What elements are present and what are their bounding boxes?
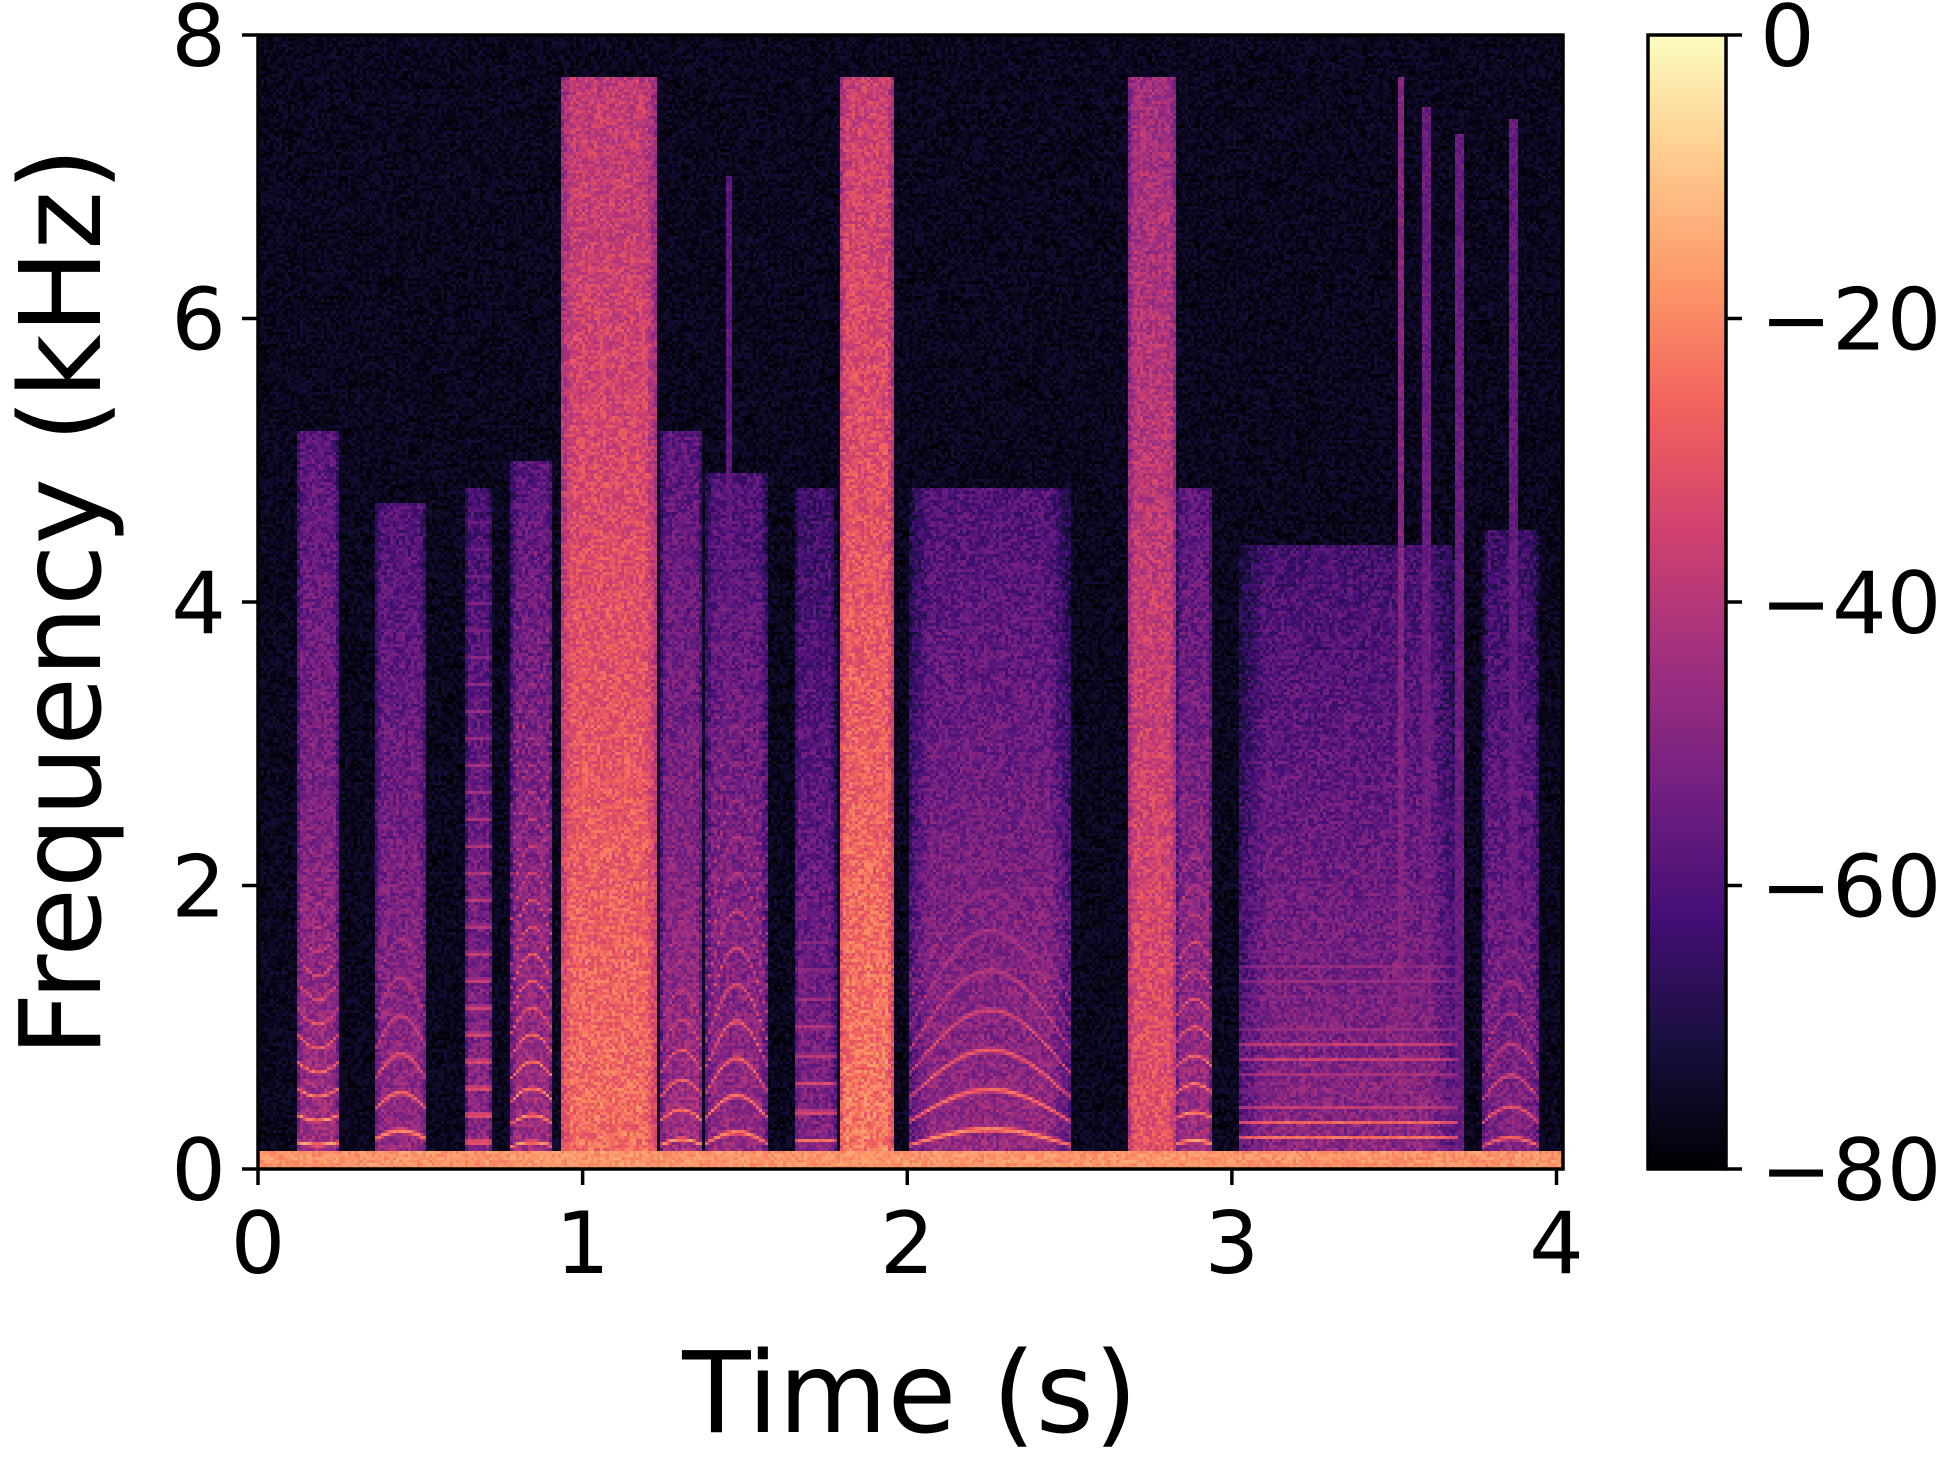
colorbar-ticks: 0 −20 −40 −60 −80 bbox=[1726, 0, 1942, 1221]
colorbar-tick-label: −20 bbox=[1760, 271, 1942, 371]
y-tick-label: 8 bbox=[171, 0, 226, 87]
y-tick-label: 6 bbox=[171, 271, 226, 371]
plot-area bbox=[256, 33, 1565, 1171]
colorbar: 0 −20 −40 −60 −80 bbox=[1646, 0, 1942, 1221]
y-tick-label: 2 bbox=[171, 838, 226, 938]
x-tick-label: 4 bbox=[1529, 1194, 1584, 1294]
x-tick-label: 2 bbox=[880, 1194, 935, 1294]
colorbar-fill bbox=[1648, 35, 1726, 1169]
y-tick-label: 4 bbox=[171, 554, 226, 654]
x-axis-title: Time (s) bbox=[681, 1329, 1137, 1458]
colorbar-tick-label: −80 bbox=[1760, 1121, 1942, 1221]
y-tick-label: 0 bbox=[171, 1121, 226, 1221]
colorbar-tick-label: −60 bbox=[1760, 838, 1942, 938]
x-tick-label: 0 bbox=[231, 1194, 286, 1294]
y-axis-title: Frequency (kHz) bbox=[0, 147, 127, 1056]
y-axis: 0 2 4 6 8 bbox=[171, 0, 258, 1221]
spectrogram-image bbox=[258, 35, 1563, 1169]
x-tick-label: 1 bbox=[555, 1194, 610, 1294]
x-axis: 0 1 2 3 4 bbox=[231, 1169, 1584, 1294]
colorbar-tick-label: 0 bbox=[1760, 0, 1815, 87]
colorbar-tick-label: −40 bbox=[1760, 554, 1942, 654]
x-tick-label: 3 bbox=[1205, 1194, 1260, 1294]
